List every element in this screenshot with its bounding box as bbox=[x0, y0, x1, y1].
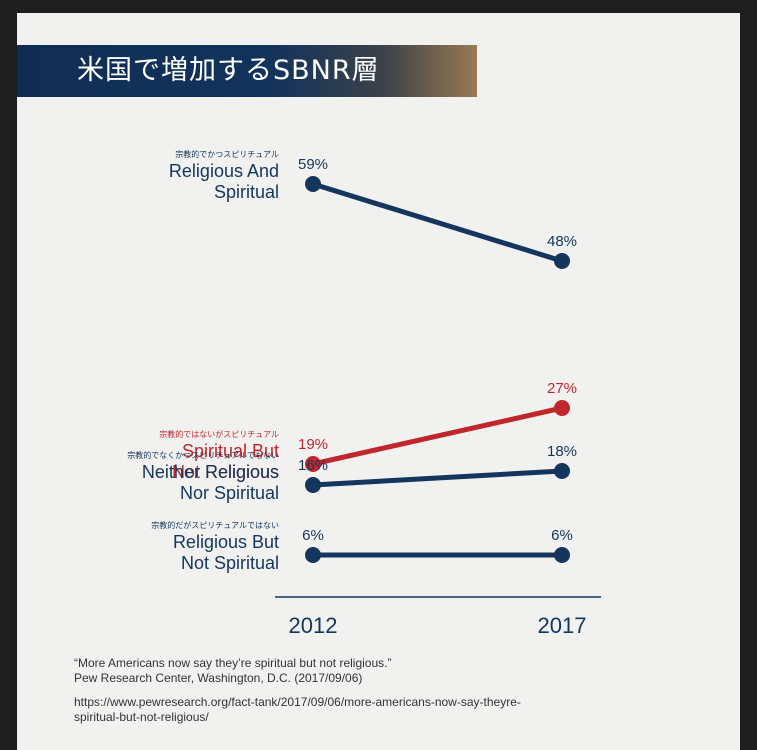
series-2-jp-label: 宗教的ではないがスピリチュアル bbox=[159, 429, 279, 439]
series-1-line bbox=[310, 181, 565, 264]
series-1-point-2017 bbox=[554, 253, 570, 269]
series-4-jp-label: 宗教的だがスピリチュアルではない bbox=[151, 520, 279, 530]
series-3-point-2012 bbox=[305, 477, 321, 493]
series-2-name-line-1: Spiritual But bbox=[182, 441, 279, 461]
series-1-value-label-2017: 48% bbox=[547, 233, 577, 250]
series-4-value-label-2012: 6% bbox=[302, 527, 324, 544]
slide: 米国で増加するSBNR層 59% 48% 宗教的でかつスピリチュアル Religiou… bbox=[17, 13, 740, 750]
source-quote: “More Americans now say they’re spiritua… bbox=[74, 656, 392, 670]
series-2-value-label-2017: 27% bbox=[547, 380, 577, 397]
series-4-point-2012 bbox=[305, 547, 321, 563]
source-publisher: Pew Research Center, Washington, D.C. (2… bbox=[74, 671, 363, 685]
series-1-point-2012 bbox=[305, 176, 321, 192]
series-3-line bbox=[310, 468, 565, 488]
x-tick-label-2017: 2017 bbox=[538, 613, 587, 638]
series-2-value-label-2012: 19% bbox=[298, 436, 328, 453]
series-2-point-2017 bbox=[554, 400, 570, 416]
x-tick-label-2012: 2012 bbox=[289, 613, 338, 638]
series-4-name-line-1: Religious But bbox=[173, 532, 279, 552]
series-3-point-2017 bbox=[554, 463, 570, 479]
series-2-point-2012 bbox=[305, 456, 321, 472]
source-citation: “More Americans now say they’re spiritua… bbox=[74, 656, 714, 725]
series-3-value-label-2012: 16% bbox=[298, 457, 328, 474]
series-1-name-line-1: Religious And bbox=[169, 161, 279, 181]
series-1-name-line-2: Spiritual bbox=[214, 182, 279, 202]
series-2-name-line-2: Not Religious bbox=[172, 462, 279, 482]
series-2-line bbox=[310, 405, 565, 467]
series-3-jp-label: 宗教的でなくかつスピリチュアルでもない bbox=[127, 450, 279, 460]
source-url-line-2: spiritual-but-not-religious/ bbox=[74, 710, 209, 724]
series-3-name-line-2: Nor Spiritual bbox=[180, 483, 279, 503]
series-1-value-label-2012: 59% bbox=[298, 156, 328, 173]
series-1-jp-label: 宗教的でかつスピリチュアル bbox=[175, 149, 279, 159]
series-4-point-2017 bbox=[554, 547, 570, 563]
series-3-value-label-2017: 18% bbox=[547, 443, 577, 460]
series-3-name-line-1: Neither Religious bbox=[142, 462, 279, 482]
series-4-name-line-2: Not Spiritual bbox=[181, 553, 279, 573]
series-4-value-label-2017: 6% bbox=[551, 527, 573, 544]
slide-title: 米国で増加するSBNR層 bbox=[17, 45, 477, 97]
source-url-line-1: https://www.pewresearch.org/fact-tank/20… bbox=[74, 695, 521, 709]
